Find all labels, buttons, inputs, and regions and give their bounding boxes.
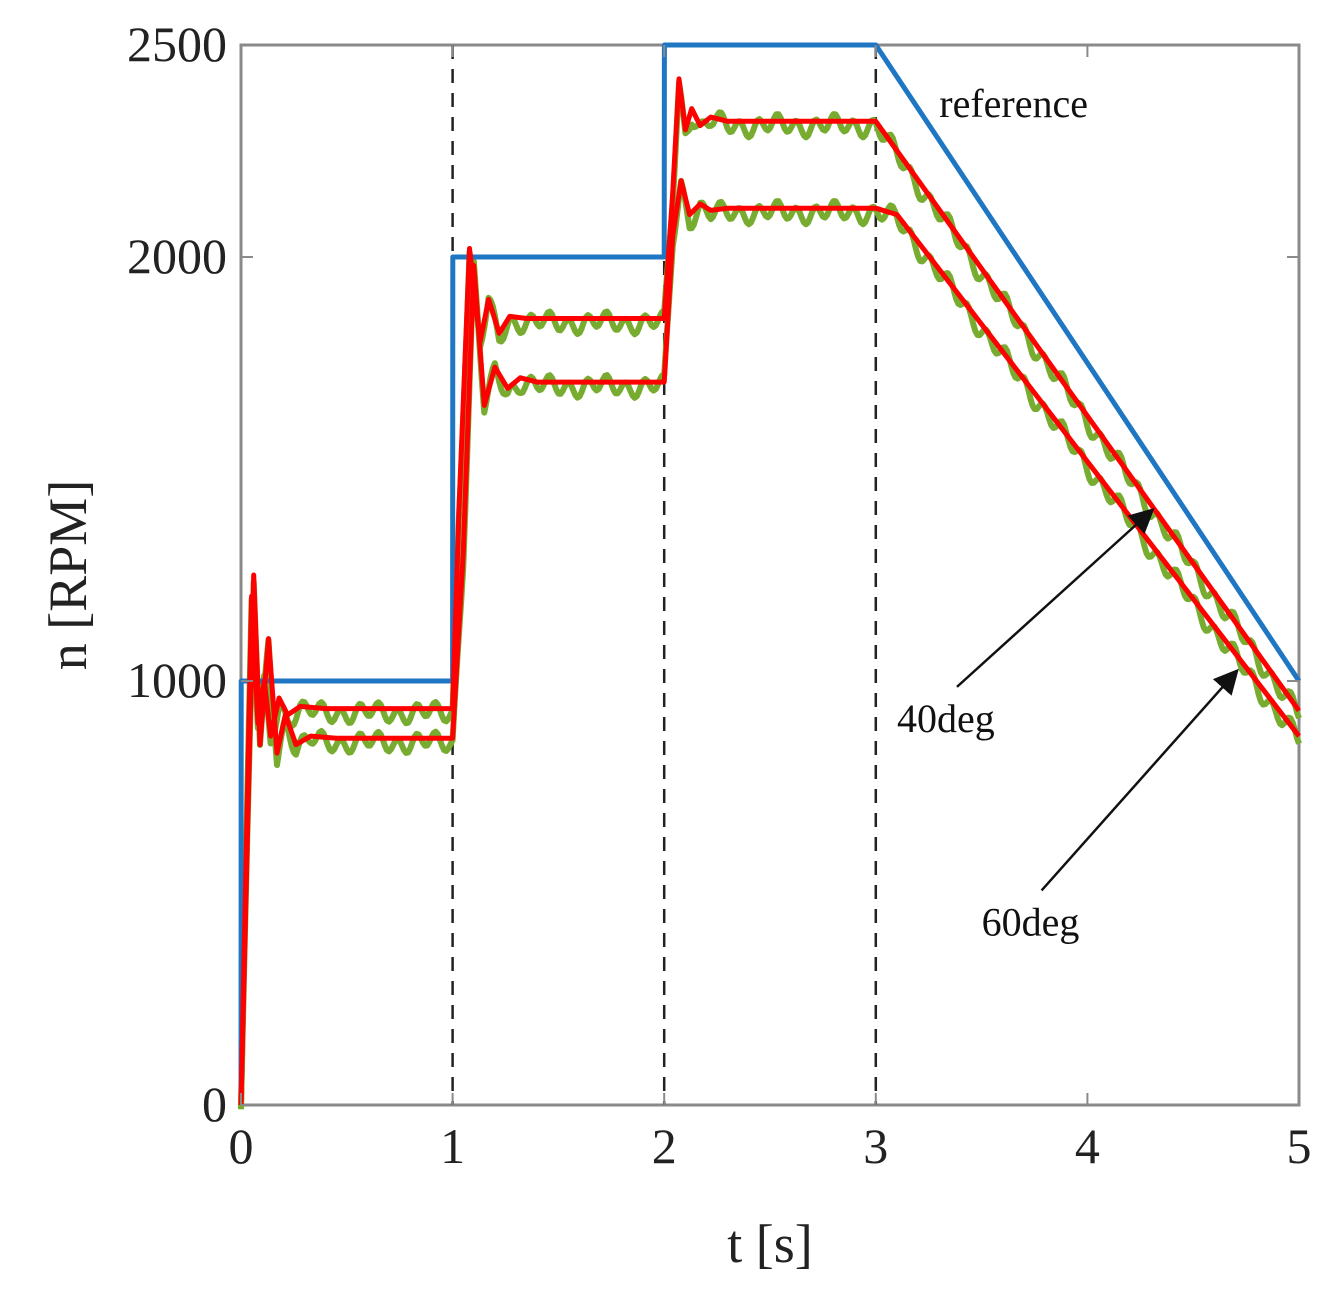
- y-axis-title: n [RPM]: [38, 480, 98, 671]
- x-tick-label: 4: [1075, 1118, 1100, 1174]
- y-tick-label: 1000: [127, 652, 227, 708]
- x-tick-label: 5: [1287, 1118, 1312, 1174]
- x-axis-title: t [s]: [727, 1214, 812, 1274]
- arrow-40deg: [956, 508, 1155, 688]
- series-line-60deg: [238, 178, 1301, 1106]
- series-line-reference: [238, 42, 1302, 1106]
- x-tick-label: 2: [652, 1118, 677, 1174]
- annotation-60deg: 60deg: [982, 899, 1080, 944]
- x-tick-label: 1: [440, 1118, 465, 1174]
- annotation-40deg: 40deg: [897, 696, 995, 741]
- annotations: reference 40deg 60deg: [897, 81, 1239, 944]
- arrow-60deg: [1040, 668, 1239, 892]
- axes: 0 1 2 3 4 5 0 1000 2000 2500: [127, 16, 1312, 1174]
- plot-area: [239, 43, 1301, 1107]
- y-tick-label: 0: [202, 1076, 227, 1132]
- y-tick-label: 2500: [127, 16, 227, 72]
- x-tick-label: 0: [229, 1118, 254, 1174]
- series-lines: [238, 42, 1302, 1110]
- y-tick-label: 2000: [127, 228, 227, 284]
- x-tick-label: 3: [863, 1118, 888, 1174]
- annotation-reference: reference: [939, 81, 1088, 126]
